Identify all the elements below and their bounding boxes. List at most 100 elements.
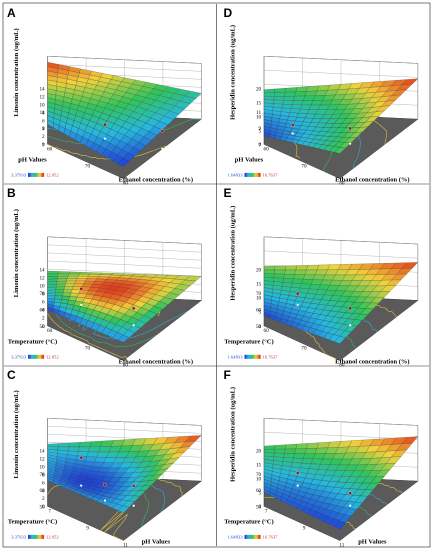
y-tick-label: 60 [39, 488, 45, 494]
colorbar-swatch [257, 354, 259, 359]
design-point-projection [161, 147, 164, 150]
surface-cell [58, 442, 70, 448]
design-point [348, 306, 352, 311]
colorbar-swatch [246, 354, 248, 359]
y-tick-label: 50 [39, 324, 45, 330]
x-axis-label: Ethanol concentration (%) [335, 176, 409, 183]
y-tick-label: 70 [39, 472, 45, 478]
z-axis-label: Limonin concentration (ug/mL) [13, 28, 20, 116]
colorbar-min-label: 1.64833 [228, 173, 244, 178]
z-tick-label: 15 [256, 281, 262, 287]
colorbar-swatch [246, 534, 248, 539]
z-tick-label: 0 [259, 504, 262, 510]
surface-cell [334, 336, 346, 344]
y-tick-label: 70 [39, 291, 45, 297]
design-point [291, 123, 295, 127]
y-tick-label: 9 [259, 126, 262, 132]
surface-cell [264, 269, 275, 274]
x-tick-label: 7 [48, 508, 51, 514]
z-tick-label: 2 [42, 496, 45, 502]
floor-contour [151, 478, 183, 497]
surface-cell [334, 520, 346, 530]
surface-cell [64, 283, 75, 287]
colorbar-swatch [37, 354, 40, 359]
z-tick-label: 0 [259, 142, 262, 148]
x-tick-label: 11 [339, 543, 344, 549]
surface-cell [67, 273, 80, 277]
design-point [131, 306, 136, 311]
panel-f: 0 5 10 15 20 7 9 11 50 60 70 F Hesperidin concentrat… [224, 368, 419, 549]
colorbar-max-label: 16.7637 [263, 535, 279, 540]
y-tick-label: 70 [256, 472, 262, 478]
floor-contour [47, 300, 157, 348]
colorbar [28, 172, 45, 177]
design-point-projection [80, 303, 83, 307]
colorbar-swatch [247, 172, 250, 177]
colorbar-swatch [254, 172, 256, 177]
colorbar-swatch [28, 172, 30, 177]
colorbar-swatch [249, 354, 251, 359]
colorbar-swatch [29, 534, 32, 539]
colorbar-swatch [39, 534, 41, 539]
colorbar-swatch [247, 534, 250, 539]
design-point-projection [349, 324, 352, 327]
colorbar-swatch [36, 172, 38, 177]
z-tick-label: 5 [259, 128, 262, 134]
surface-cell [292, 278, 304, 284]
z-tick-label: 4 [42, 488, 45, 494]
surface-cell [304, 448, 318, 454]
y-tick-label: 7 [259, 142, 262, 148]
surface-cell [78, 446, 91, 452]
surface-cell [295, 443, 309, 449]
surface-cell [264, 265, 276, 271]
y-tick-label: 11 [40, 110, 45, 116]
surface-cell [293, 95, 306, 101]
y-tick-label: 60 [256, 308, 262, 314]
response-surface [47, 270, 202, 343]
response-surface [264, 436, 419, 530]
colorbar-swatch [31, 534, 33, 539]
z-tick-label: 8 [42, 110, 45, 116]
colorbar-swatch [34, 354, 37, 359]
x-tick-label: 9 [303, 526, 306, 532]
design-point [79, 455, 83, 460]
surface-cell [47, 443, 59, 447]
colorbar-swatch [252, 534, 255, 539]
design-point [348, 491, 352, 495]
surface-cell [67, 276, 79, 279]
design-point [103, 122, 107, 127]
z-tick-label: 12 [39, 456, 45, 462]
colorbar-swatch [257, 534, 259, 539]
z-tick-label: 20 [256, 86, 262, 92]
colorbar-swatch [246, 172, 248, 177]
colorbar-swatch [42, 354, 45, 359]
surface-cell [273, 273, 285, 279]
panel-letter: F [224, 368, 231, 382]
colorbar-min-label: 1.64833 [228, 535, 244, 540]
design-point [79, 287, 83, 291]
surface-cell [47, 292, 56, 297]
surface-cell [117, 158, 130, 167]
z-tick-label: 0 [42, 504, 45, 510]
z-axis-label: Hesperidin concentration (ug/mL) [230, 25, 237, 120]
colorbar-swatch [39, 354, 41, 359]
z-axis-label: Hesperidin concentration (ug/mL) [230, 206, 237, 301]
floor-contour [47, 313, 128, 358]
panel-letter: C [7, 368, 16, 382]
surface-cell [65, 280, 76, 284]
surface-cell [54, 292, 64, 297]
colorbar-swatch [28, 534, 30, 539]
surface-cell [294, 91, 307, 97]
surface-cell [58, 271, 70, 275]
colorbar-swatch [244, 534, 247, 539]
surface-cell [55, 289, 65, 293]
x-axis-label: pH Values [142, 538, 171, 545]
x-tick-label: 9 [86, 526, 89, 532]
z-tick-label: 15 [256, 462, 262, 468]
z-tick-label: 0 [42, 324, 45, 330]
surface-cell [274, 88, 287, 93]
colorbar-swatch [244, 354, 247, 359]
colorbar-max-label: 12.052 [46, 173, 59, 178]
surface-cell [63, 289, 73, 294]
